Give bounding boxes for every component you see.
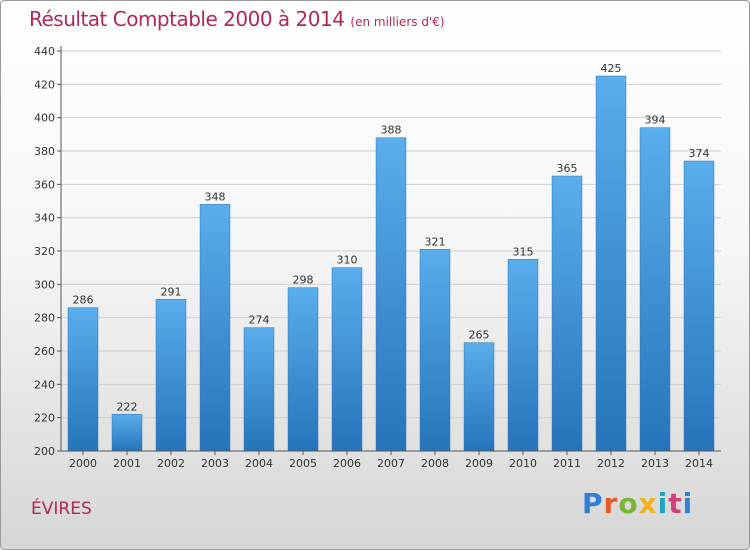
data-label: 348	[205, 190, 226, 203]
x-tick-label: 2001	[113, 457, 141, 470]
bar	[375, 137, 407, 452]
bar	[463, 342, 495, 452]
y-tick-label: 400	[34, 112, 55, 125]
x-axis: 2000 2001 2002 2003 2004 2005 2006 2007 2008 2009…	[61, 450, 721, 470]
x-tick-label: 2014	[685, 457, 713, 470]
data-label: 310	[337, 254, 358, 267]
data-label: 315	[513, 245, 534, 258]
data-label: 265	[469, 329, 490, 342]
data-label: 291	[161, 285, 182, 298]
y-tick-label: 380	[34, 145, 55, 158]
y-tick-label: 360	[34, 178, 55, 191]
bar	[683, 160, 715, 452]
logo-letter: i	[657, 487, 669, 520]
chart-subtitle: (en milliers d'€)	[350, 15, 445, 29]
bar	[287, 287, 319, 452]
y-tick-label: 280	[34, 312, 55, 325]
x-tick-label: 2003	[201, 457, 229, 470]
logo-letter: x	[638, 487, 658, 520]
y-tick-label: 420	[34, 78, 55, 91]
logo-letter: P	[582, 487, 604, 520]
data-label: 321	[425, 235, 446, 248]
data-label: 222	[117, 400, 138, 413]
bar	[155, 299, 187, 452]
x-tick-label: 2011	[553, 457, 581, 470]
x-tick-label: 2010	[509, 457, 537, 470]
y-tick-label: 260	[34, 345, 55, 358]
x-tick-label: 2006	[333, 457, 361, 470]
bars: 286 222 291 348 274 298 310 388 321 265 315 365 425 3…	[67, 62, 715, 452]
logo-letter: r	[603, 487, 619, 520]
data-label: 298	[293, 274, 314, 287]
data-label: 286	[73, 294, 94, 307]
bar	[551, 175, 583, 452]
x-tick-label: 2009	[465, 457, 493, 470]
x-tick-label: 2012	[597, 457, 625, 470]
bar	[639, 127, 671, 452]
bar	[199, 204, 231, 452]
y-tick-label: 340	[34, 212, 55, 225]
y-tick-label: 440	[34, 45, 55, 58]
logo-letter: t	[668, 487, 683, 520]
y-tick-label: 320	[34, 245, 55, 258]
x-tick-label: 2002	[157, 457, 185, 470]
bar	[595, 75, 627, 452]
y-tick-label: 200	[34, 445, 55, 458]
y-axis: 200 220 240 260 280 300 320 340 360 380 400 420 440	[34, 45, 62, 458]
data-label: 394	[645, 114, 666, 127]
x-tick-label: 2008	[421, 457, 449, 470]
x-tick-label: 2007	[377, 457, 405, 470]
place-name: ÉVIRES	[31, 499, 92, 519]
x-tick-label: 2005	[289, 457, 317, 470]
bar	[67, 307, 99, 452]
data-label: 425	[601, 62, 622, 75]
y-tick-label: 300	[34, 278, 55, 291]
data-label: 374	[689, 147, 710, 160]
x-tick-label: 2004	[245, 457, 273, 470]
bar	[331, 267, 363, 452]
bar	[111, 414, 143, 452]
x-tick-label: 2013	[641, 457, 669, 470]
data-label: 388	[381, 124, 402, 137]
x-tick-label: 2000	[69, 457, 97, 470]
data-label: 274	[249, 314, 270, 327]
chart-title: Résultat Comptable 2000 à 2014 (en millie…	[29, 7, 445, 31]
data-label: 365	[557, 162, 578, 175]
bar	[507, 259, 539, 452]
logo-letter: i	[682, 487, 694, 520]
chart-title-text: Résultat Comptable 2000 à 2014	[29, 7, 345, 31]
logo-letter: o	[618, 487, 639, 520]
bar	[243, 327, 275, 452]
y-tick-label: 240	[34, 378, 55, 391]
y-tick-label: 220	[34, 412, 55, 425]
bar	[419, 249, 451, 452]
proxiti-logo: Proxiti	[582, 487, 693, 520]
